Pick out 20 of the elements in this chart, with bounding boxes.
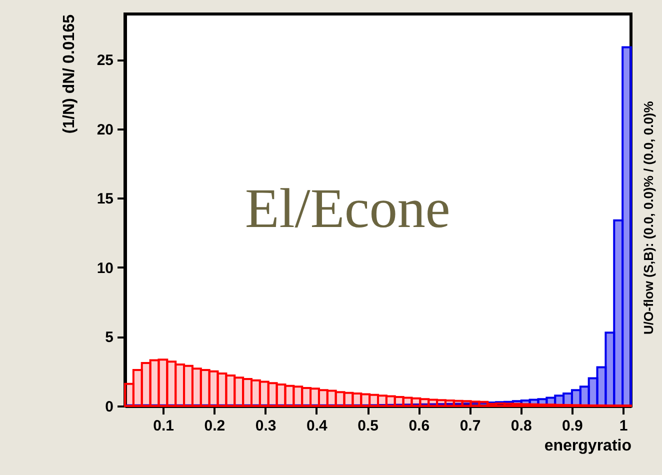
y-tick-label: 5 xyxy=(105,329,114,346)
y-axis-title: (1/N) dN/ 0.0165 xyxy=(60,14,78,134)
x-axis-title: energyratio xyxy=(544,438,632,454)
text: U/O-flow (S,B): (0.0, 0.0)% / (0.0, 0.0)% xyxy=(641,100,656,335)
x-tick-label: 0.1 xyxy=(153,418,174,434)
y-tick-label: 10 xyxy=(96,260,114,277)
y-tick-label: 0 xyxy=(105,398,114,416)
annotation: El/Econe xyxy=(245,178,450,240)
y-tick-label: 15 xyxy=(96,190,114,208)
x-tick-label: 0.4 xyxy=(306,418,328,434)
x-tick-label: 0.5 xyxy=(358,418,378,434)
x-tick-label: 0.2 xyxy=(204,418,226,434)
x-tick-label: 0.7 xyxy=(460,418,481,434)
x-tick-label: 0.8 xyxy=(510,418,532,434)
x-tick-label: 0.6 xyxy=(408,418,430,434)
x-tick-label: 0.3 xyxy=(255,418,276,434)
x-tick-label: 1 xyxy=(619,418,628,434)
x-tick-label: 0.9 xyxy=(562,418,583,434)
y-tick-label: 25 xyxy=(96,52,114,70)
y-tick-label: 20 xyxy=(96,121,114,138)
